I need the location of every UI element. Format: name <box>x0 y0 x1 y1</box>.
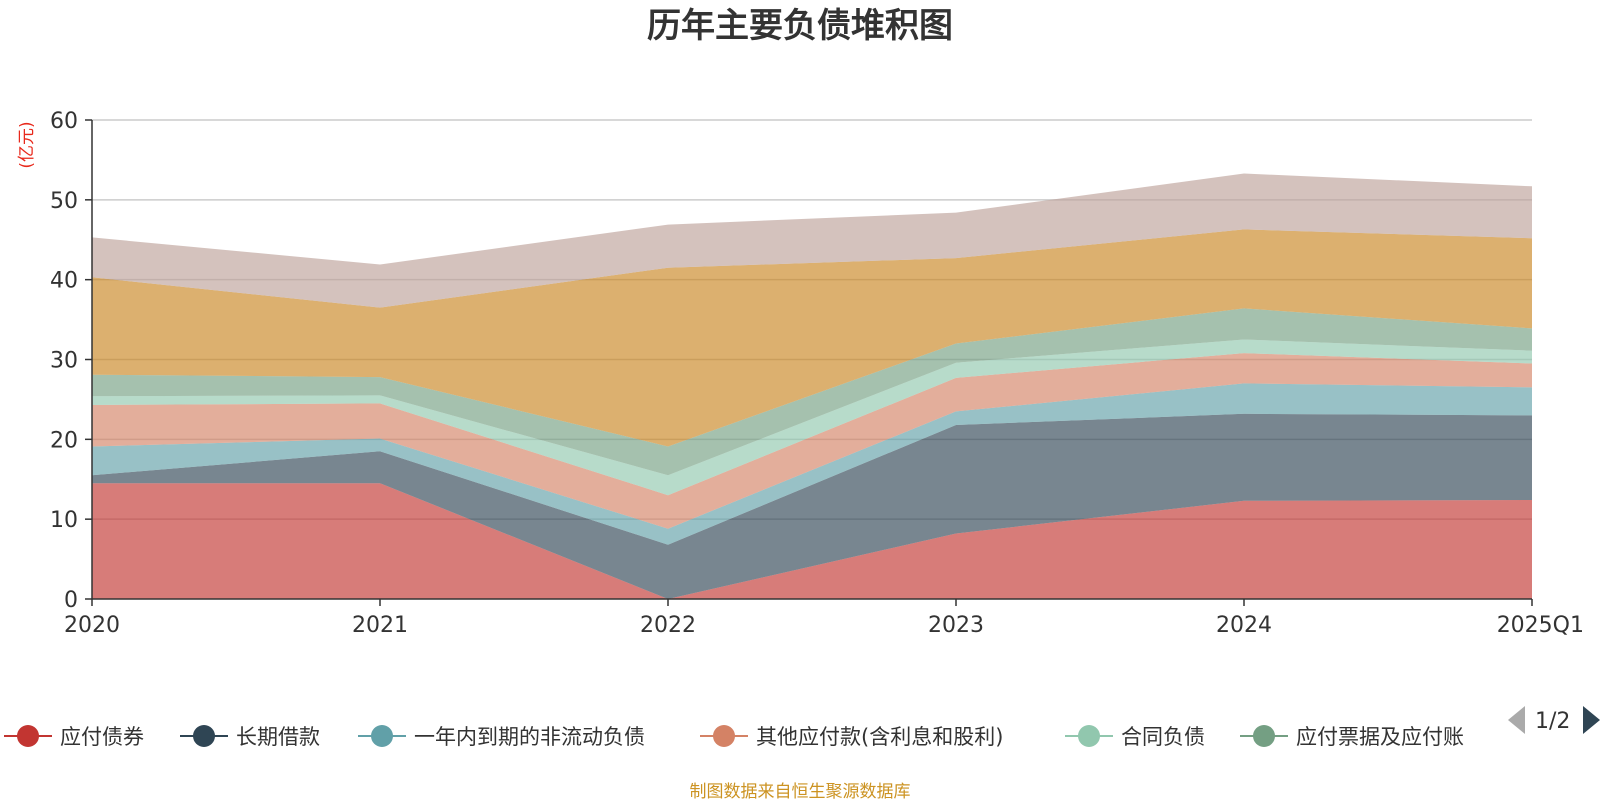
data-source-note: 制图数据来自恒生聚源数据库 <box>690 782 911 800</box>
y-tick-label: 60 <box>50 109 78 134</box>
legend-item[interactable]: 应付债券 <box>4 725 144 749</box>
y-tick-label: 30 <box>50 349 78 374</box>
legend-circle-marker <box>17 725 39 747</box>
legend-item[interactable]: 合同负债 <box>1065 725 1205 749</box>
area-series-7[interactable] <box>92 229 1532 447</box>
legend-label: 应付票据及应付账 <box>1296 725 1464 749</box>
area-series-6[interactable] <box>92 308 1532 476</box>
y-axis-unit-label: (亿元) <box>17 121 37 168</box>
legend-label: 长期借款 <box>236 725 320 749</box>
chart-title: 历年主要负债堆积图 <box>647 6 953 46</box>
axes <box>85 119 1533 606</box>
legend-item[interactable]: 应付票据及应付账 <box>1240 725 1464 749</box>
area-series-5[interactable] <box>92 339 1532 496</box>
x-tick-label: 2021 <box>352 613 408 638</box>
legend-label: 应付债券 <box>60 725 144 749</box>
legend-pager: 1/2 <box>1508 706 1600 734</box>
legend-circle-marker <box>371 725 393 747</box>
x-tick-label: 2025Q1 <box>1497 613 1584 638</box>
area-series-8[interactable] <box>92 173 1532 308</box>
area-series-4[interactable] <box>92 353 1532 529</box>
x-tick-label: 2023 <box>928 613 984 638</box>
area-series-1[interactable] <box>92 483 1532 599</box>
tick-labels: 0 10 20 30 40 50 60 2020 2021 2022 2023 2024 2025Q1 <box>50 109 1584 638</box>
y-tick-label: 10 <box>50 508 78 533</box>
legend-page-label: 1/2 <box>1535 709 1570 734</box>
legend-label: 一年内到期的非流动负债 <box>414 725 645 749</box>
y-tick-label: 20 <box>50 428 78 453</box>
legend-item[interactable]: 一年内到期的非流动负债 <box>358 725 645 749</box>
area-series-2[interactable] <box>92 413 1532 599</box>
y-tick-label: 0 <box>64 588 78 613</box>
x-tick-label: 2022 <box>640 613 696 638</box>
y-tick-label: 40 <box>50 269 78 294</box>
legend-prev-page-icon[interactable] <box>1508 706 1525 734</box>
x-tick-label: 2020 <box>64 613 120 638</box>
legend-label: 其他应付款(含利息和股利) <box>756 725 1003 749</box>
legend-item[interactable]: 长期借款 <box>180 725 320 749</box>
legend-circle-marker <box>1078 725 1100 747</box>
legend-circle-marker <box>713 725 735 747</box>
area-series-3[interactable] <box>92 383 1532 545</box>
x-tick-label: 2024 <box>1216 613 1272 638</box>
legend-circle-marker <box>193 725 215 747</box>
legend-circle-marker <box>1253 725 1275 747</box>
area-series-group <box>92 173 1532 599</box>
legend: 应付债券 长期借款 一年内到期的非流动负债 其他应付款(含利息和股利) 合同负债 应付票据… <box>4 725 1464 749</box>
legend-item[interactable]: 其他应付款(含利息和股利) <box>700 725 1003 749</box>
legend-next-page-icon[interactable] <box>1583 706 1600 734</box>
y-tick-label: 50 <box>50 189 78 214</box>
legend-label: 合同负债 <box>1121 725 1205 749</box>
